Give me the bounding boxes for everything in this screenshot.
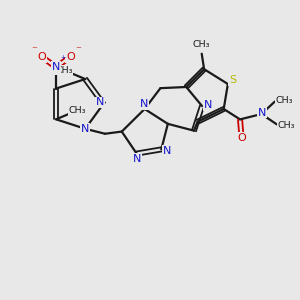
Text: CH₃: CH₃ xyxy=(69,106,86,115)
Text: ⁺: ⁺ xyxy=(60,55,65,65)
Text: N: N xyxy=(81,124,89,134)
Text: N: N xyxy=(258,108,266,118)
Text: N: N xyxy=(163,146,171,156)
Text: O: O xyxy=(237,133,246,143)
Text: CH₃: CH₃ xyxy=(55,66,73,75)
Text: N: N xyxy=(52,62,60,72)
Text: CH₃: CH₃ xyxy=(278,122,295,130)
Text: CH₃: CH₃ xyxy=(276,96,293,105)
Text: O: O xyxy=(66,52,75,62)
Text: ⁻: ⁻ xyxy=(75,45,81,55)
Text: N: N xyxy=(133,154,141,164)
Text: O: O xyxy=(38,52,46,62)
Text: N: N xyxy=(204,100,212,110)
Text: S: S xyxy=(229,76,236,85)
Text: ⁻: ⁻ xyxy=(32,45,37,55)
Text: N: N xyxy=(96,98,104,107)
Text: N: N xyxy=(140,99,148,109)
Text: CH₃: CH₃ xyxy=(193,40,211,49)
